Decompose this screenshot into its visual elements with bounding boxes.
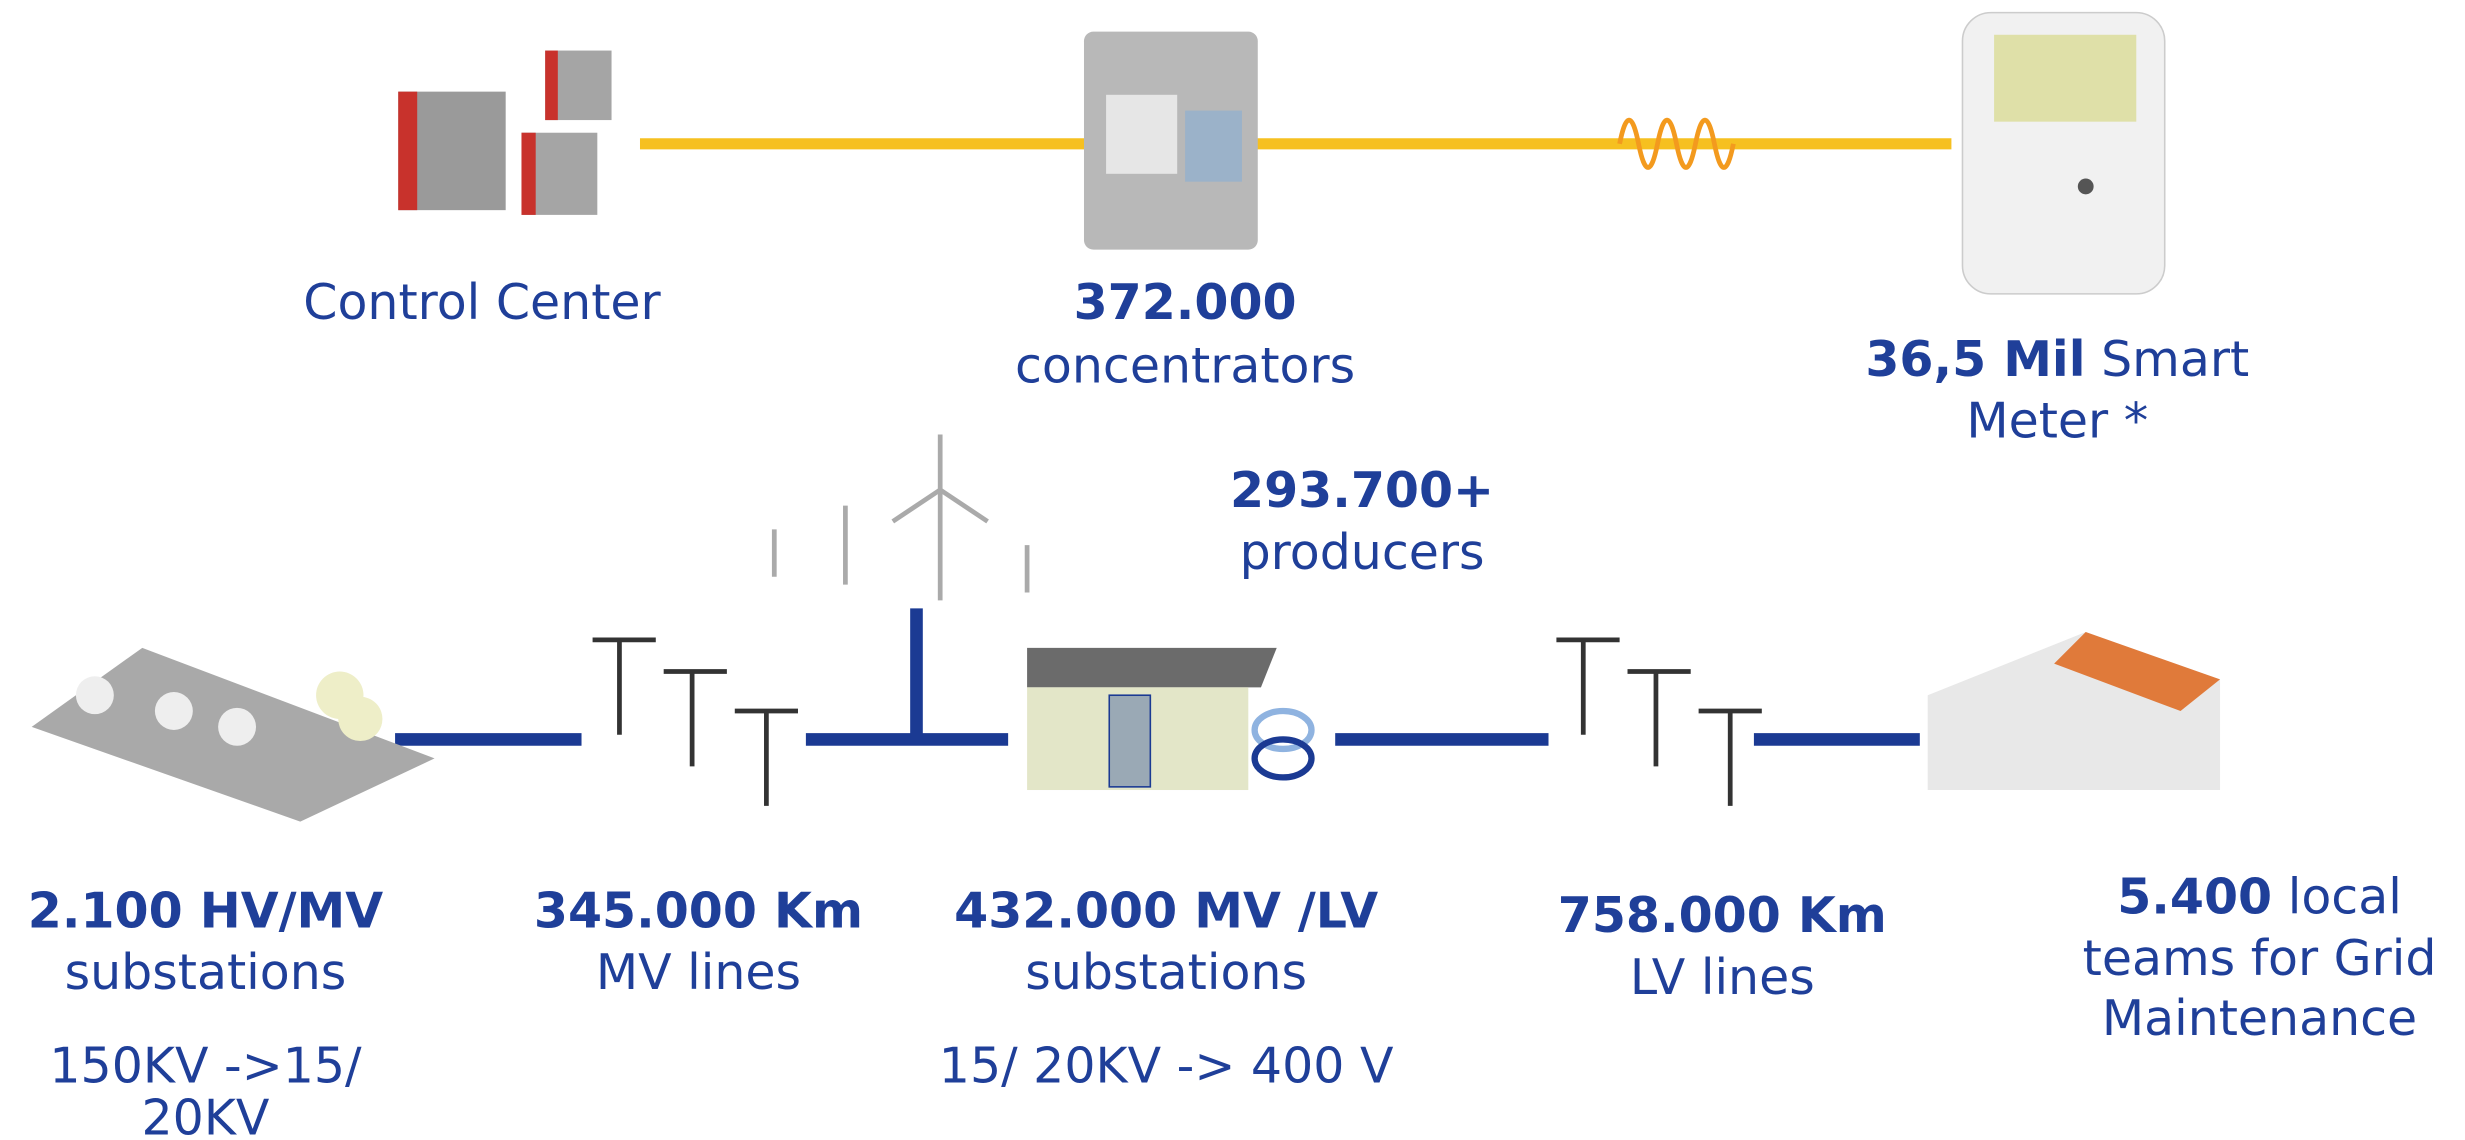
- label-bold: 2.100 HV/MV: [28, 882, 383, 939]
- label-text: concentrators: [1015, 337, 1355, 394]
- label-bold: 758.000 Km: [1558, 887, 1887, 944]
- label: LV lines: [1630, 949, 1815, 1006]
- label: 36,5 Mil Smart: [1865, 331, 2249, 388]
- label-bold: 36,5 Mil: [1865, 331, 2085, 388]
- label-text: MV lines: [596, 944, 801, 1001]
- label-text: substations: [1025, 944, 1307, 1001]
- label: 758.000 Km: [1558, 887, 1887, 944]
- label-text: substations: [65, 944, 347, 1001]
- server-icon: [398, 50, 612, 215]
- concentrator-icon: [1083, 31, 1258, 250]
- label-text: 20KV: [142, 1089, 270, 1140]
- power-line: [395, 608, 1920, 746]
- label-text: Meter *: [1966, 393, 2148, 450]
- label: 5.400 local: [2117, 868, 2402, 925]
- pylon-icon: [592, 637, 1762, 806]
- wireless-icon: [1617, 118, 1736, 170]
- label: Maintenance: [2102, 990, 2417, 1047]
- label: 432.000 MV /LV: [954, 882, 1378, 939]
- label-bold: 432.000 MV /LV: [954, 882, 1378, 939]
- label: substations: [1025, 944, 1307, 1001]
- label: Control Center: [303, 274, 661, 331]
- label: 15/ 20KV -> 400 V: [939, 1037, 1394, 1094]
- label-bold: 293.700+: [1230, 462, 1494, 519]
- house-icon: [1927, 632, 2221, 791]
- label: teams for Grid: [2083, 930, 2437, 987]
- smart-meter-icon: [1961, 11, 2166, 295]
- label-text: teams for Grid: [2083, 930, 2437, 987]
- label-text: 150KV ->15/: [49, 1037, 362, 1094]
- label: producers: [1240, 524, 1485, 581]
- substation-icon: [31, 647, 435, 822]
- label-bold: 372.000: [1074, 274, 1297, 331]
- label: 293.700+: [1230, 462, 1494, 519]
- label-text: Maintenance: [2102, 990, 2417, 1047]
- label: 372.000: [1074, 274, 1297, 331]
- label: Meter *: [1966, 393, 2148, 450]
- label-text: LV lines: [1630, 949, 1815, 1006]
- label-text: Control Center: [303, 274, 661, 331]
- label: substations: [65, 944, 347, 1001]
- label-text: 15/ 20KV -> 400 V: [939, 1037, 1394, 1094]
- label-bold: 345.000 Km: [534, 882, 863, 939]
- label-text: Smart: [2101, 331, 2249, 388]
- label: 345.000 Km: [534, 882, 863, 939]
- mvlv-substation-icon: [1027, 647, 1315, 791]
- label-text: producers: [1240, 524, 1485, 581]
- label: 2.100 HV/MV: [28, 882, 383, 939]
- label: MV lines: [596, 944, 801, 1001]
- wind-turbine-icon: [771, 434, 1030, 601]
- label: concentrators: [1015, 337, 1355, 394]
- label-text: local: [2288, 868, 2402, 925]
- label-bold: 5.400: [2117, 868, 2272, 925]
- label: 20KV: [142, 1089, 270, 1140]
- label: 150KV ->15/: [49, 1037, 362, 1094]
